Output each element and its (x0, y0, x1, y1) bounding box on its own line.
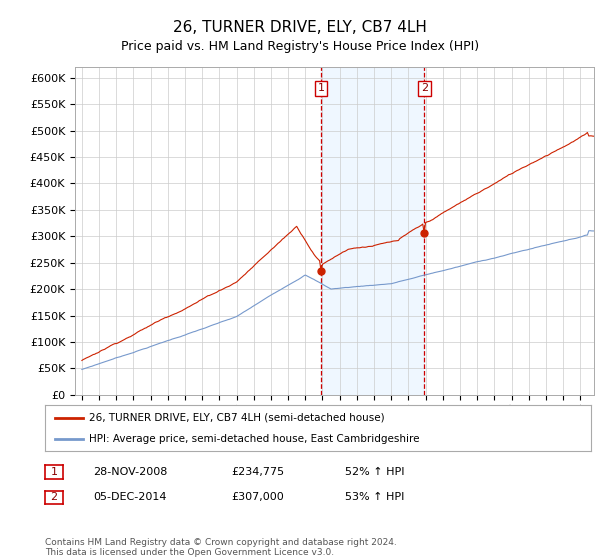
Text: 26, TURNER DRIVE, ELY, CB7 4LH (semi-detached house): 26, TURNER DRIVE, ELY, CB7 4LH (semi-det… (89, 413, 385, 423)
Text: HPI: Average price, semi-detached house, East Cambridgeshire: HPI: Average price, semi-detached house,… (89, 435, 419, 444)
Text: 2: 2 (421, 83, 428, 94)
Text: 1: 1 (317, 83, 325, 94)
Text: £307,000: £307,000 (231, 492, 284, 502)
Text: Price paid vs. HM Land Registry's House Price Index (HPI): Price paid vs. HM Land Registry's House … (121, 40, 479, 53)
Text: 26, TURNER DRIVE, ELY, CB7 4LH: 26, TURNER DRIVE, ELY, CB7 4LH (173, 20, 427, 35)
Text: 05-DEC-2014: 05-DEC-2014 (93, 492, 167, 502)
Text: £234,775: £234,775 (231, 466, 284, 477)
Text: 28-NOV-2008: 28-NOV-2008 (93, 466, 167, 477)
Text: 52% ↑ HPI: 52% ↑ HPI (345, 466, 404, 477)
Text: Contains HM Land Registry data © Crown copyright and database right 2024.
This d: Contains HM Land Registry data © Crown c… (45, 538, 397, 557)
Text: 53% ↑ HPI: 53% ↑ HPI (345, 492, 404, 502)
Text: 2: 2 (50, 492, 58, 502)
Text: 1: 1 (50, 467, 58, 477)
Bar (321, 67, 424, 395)
